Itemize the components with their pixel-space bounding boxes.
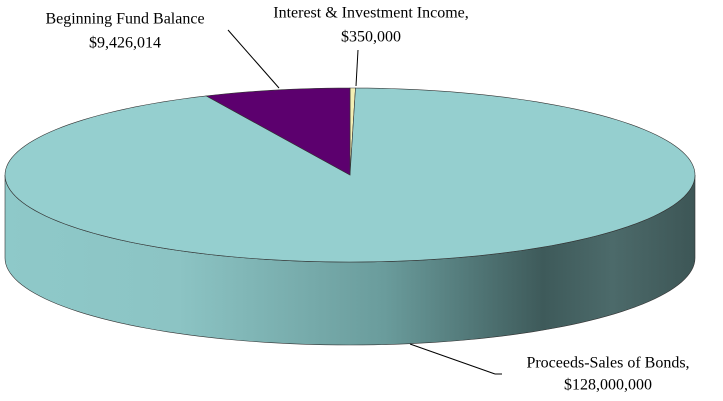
slice-value-label: $9,426,014 — [89, 35, 161, 52]
slice-value-label: $350,000 — [341, 29, 401, 46]
leader-line — [227, 29, 280, 89]
pie-slice — [205, 87, 351, 176]
leader-line — [355, 49, 359, 87]
slice-label: Proceeds-Sales of Bonds, — [526, 355, 689, 372]
slice-label: Beginning Fund Balance — [45, 11, 204, 28]
slice-label: Interest & Investment Income, — [273, 5, 469, 22]
slice-value-label: $128,000,000 — [564, 377, 652, 394]
leader-line — [409, 343, 496, 375]
